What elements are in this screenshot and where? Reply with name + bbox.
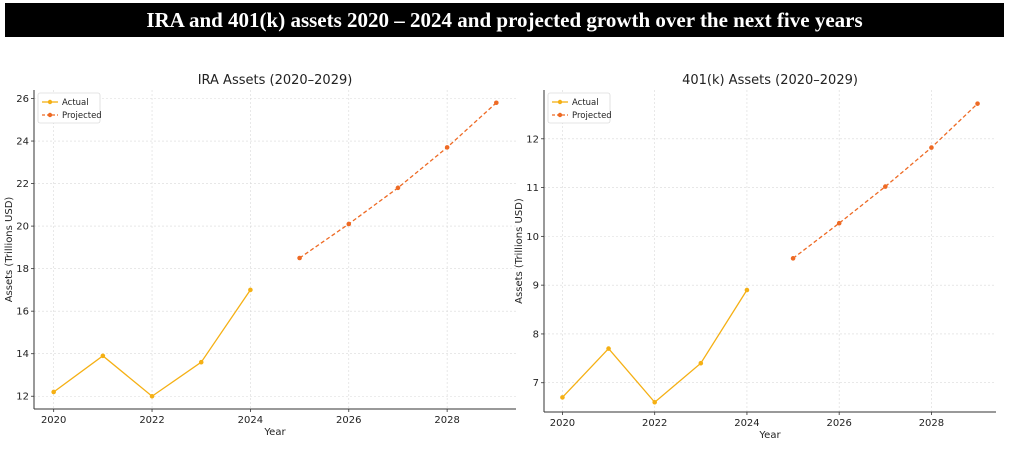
ira-legend-label-projected: Projected (62, 111, 102, 121)
ira-x-tick-label: 2028 (434, 415, 459, 426)
401k-series-projected-point (836, 220, 842, 226)
ira-series-actual-point (100, 353, 106, 359)
401k-series-actual-point (606, 346, 611, 351)
ira-y-axis-label: Assets (Trillions USD) (4, 197, 15, 303)
ira-series-projected-point (297, 255, 302, 261)
401k-series-projected-point (975, 101, 980, 106)
ira-series-actual-point (248, 287, 253, 293)
ira-x-tick-label: 2020 (41, 415, 66, 426)
page-banner: IRA and 401(k) assets 2020 – 2024 and pr… (5, 3, 1004, 37)
ira-legend-marker-projected (47, 112, 53, 118)
ira-x-axis-label: Year (263, 427, 286, 438)
401k-y-axis-label: Assets (Trillions USD) (514, 198, 525, 304)
401k-legend-marker-projected (557, 112, 563, 118)
401k-x-tick-label: 2022 (642, 418, 667, 429)
401k-y-tick-label: 12 (526, 134, 539, 145)
401k-y-tick-label: 10 (526, 232, 539, 243)
ira-y-tick-label: 14 (16, 349, 29, 360)
ira-x-tick-label: 2024 (238, 415, 263, 426)
ira-series-projected-point (494, 100, 499, 106)
ira-legend-marker-actual (47, 99, 53, 105)
ira-series-actual-point (149, 393, 155, 399)
ira-y-tick-label: 20 (16, 222, 29, 233)
401k-y-tick-label: 11 (526, 183, 539, 194)
401k-series-actual-point (652, 399, 657, 405)
401k-legend-label-actual: Actual (572, 98, 599, 108)
ira-y-tick-label: 22 (16, 179, 29, 190)
401k-series-actual-point (698, 360, 704, 366)
401k-y-tick-label: 7 (533, 378, 539, 389)
401k-chart-title: 401(k) Assets (2020–2029) (682, 73, 858, 88)
401k-series-projected-point (929, 145, 934, 150)
ira-series-actual-point (51, 389, 56, 395)
ira-x-tick-label: 2026 (336, 415, 361, 426)
401k-legend-label-projected: Projected (572, 111, 612, 121)
ira-series-actual-point (198, 359, 204, 365)
401k-series-actual-point (560, 395, 565, 400)
ira-chart-title: IRA Assets (2020–2029) (198, 73, 353, 88)
ira-y-tick-label: 12 (16, 392, 29, 403)
401k-legend-marker-actual (557, 99, 563, 105)
ira-y-tick-label: 18 (16, 264, 29, 275)
401k-y-tick-label: 8 (533, 329, 539, 340)
ira-y-tick-label: 24 (16, 137, 29, 148)
401k-series-actual-line (561, 289, 748, 404)
ira-legend-label-actual: Actual (62, 98, 89, 108)
ira-y-tick-label: 16 (16, 307, 29, 318)
banner-title: IRA and 401(k) assets 2020 – 2024 and pr… (146, 7, 863, 32)
401k-y-tick-label: 9 (533, 281, 539, 292)
ira-x-tick-label: 2022 (139, 415, 164, 426)
401k-x-tick-label: 2020 (550, 418, 575, 429)
ira-y-tick-label: 26 (16, 94, 29, 105)
401k-x-tick-label: 2024 (734, 418, 759, 429)
ira-series-projected-point (444, 145, 450, 150)
401k-x-axis-label: Year (758, 430, 781, 441)
ira-series-actual-line (53, 289, 251, 398)
401k-series-actual-point (744, 287, 750, 293)
401k-legend (547, 92, 611, 124)
ira-series-projected-line (299, 102, 497, 259)
401k-series-projected-point (883, 184, 888, 189)
ira-series-projected-point (395, 185, 401, 191)
401k-series-projected-point (790, 256, 796, 261)
401k-x-tick-label: 2028 (919, 418, 944, 429)
401k-series-projected-line (792, 103, 978, 259)
ira-legend (37, 92, 101, 124)
401k-x-tick-label: 2026 (826, 418, 851, 429)
ira-series-projected-point (346, 221, 352, 227)
